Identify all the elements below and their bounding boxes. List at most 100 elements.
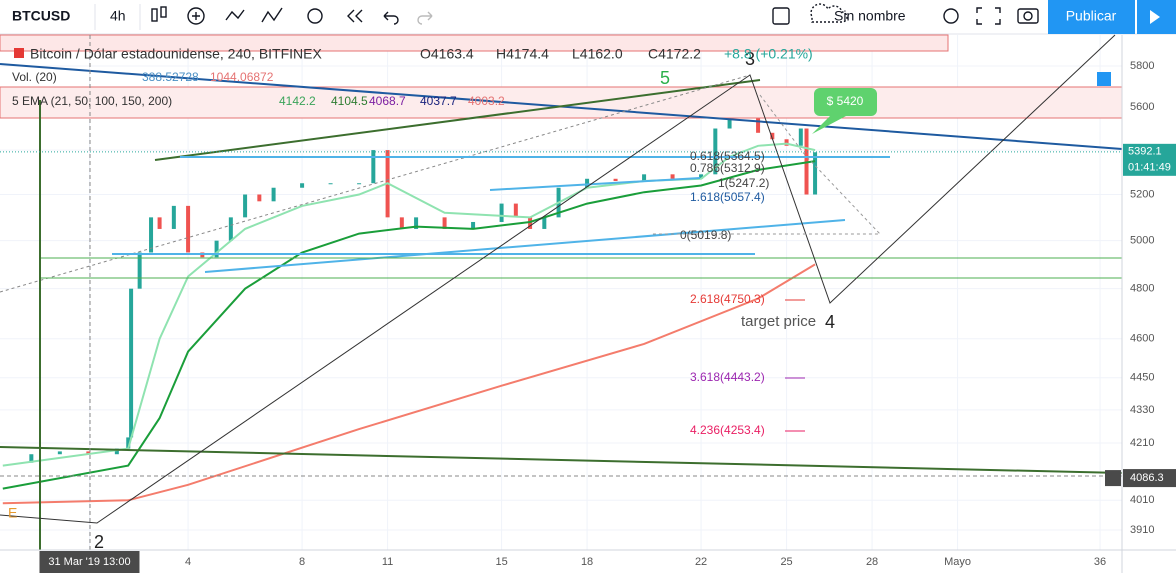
fib-label: 0.618(5364.5) — [690, 149, 765, 163]
wave-label: 2 — [94, 532, 104, 552]
candle — [613, 178, 618, 182]
candle — [171, 205, 176, 229]
ohlc-low: L4162.0 — [572, 46, 623, 62]
alert-icon[interactable] — [307, 8, 323, 24]
indicators-icon[interactable] — [187, 7, 205, 25]
y-tick-label: 5000 — [1130, 235, 1154, 247]
ema-line — [2, 160, 816, 490]
y-tick-label: 5800 — [1130, 60, 1154, 72]
cloud-icon — [810, 3, 848, 23]
ema-value: 4003.2 — [468, 94, 505, 108]
time-cursor-bg — [39, 551, 140, 573]
candle — [414, 217, 419, 229]
candle — [149, 217, 154, 253]
wave-label: 5 — [660, 68, 670, 88]
crosshair-tag — [1123, 469, 1176, 488]
sync-icon[interactable] — [1097, 72, 1111, 86]
volume-label: Vol. (20) — [12, 70, 57, 84]
candle — [670, 174, 675, 179]
y-tick-label: 4600 — [1130, 333, 1154, 345]
candle — [137, 252, 142, 289]
candle — [784, 139, 789, 146]
settings-icon[interactable] — [943, 8, 959, 24]
layout-name[interactable]: Sin nombre — [834, 8, 906, 24]
publish-label[interactable]: Publicar — [1066, 8, 1117, 24]
x-tick-label: 4 — [185, 556, 191, 568]
countdown-label: 01:41:49 — [1128, 162, 1171, 174]
snapshot-icon[interactable] — [1017, 8, 1039, 24]
candle — [442, 217, 447, 229]
x-tick-label: 25 — [780, 556, 792, 568]
fullscreen-box[interactable] — [772, 7, 790, 25]
channel — [204, 219, 846, 273]
legend: Bitcoin / Dólar estadounidense, 240, BIT… — [12, 46, 813, 108]
undo-icon[interactable] — [383, 11, 399, 25]
ohlc-change: +8.8 (+0.21%) — [724, 46, 813, 62]
candles-icon[interactable] — [151, 8, 158, 22]
candle — [371, 150, 376, 184]
ohlc-open: O4163.4 — [420, 46, 474, 62]
candle — [798, 128, 803, 146]
ema-value: 4068.7 — [369, 94, 406, 108]
fib-label: 4.236(4253.4) — [690, 423, 765, 437]
symbol[interactable]: BTCUSD — [12, 8, 70, 24]
fib-label: 1.618(5057.4) — [690, 190, 765, 204]
x-tick-label: 8 — [299, 556, 305, 568]
candle — [114, 448, 119, 455]
play-icon — [1150, 10, 1160, 24]
candle — [300, 183, 305, 188]
candle — [528, 217, 533, 229]
candle — [585, 178, 590, 188]
replay-icon[interactable] — [347, 9, 363, 23]
candle — [186, 205, 191, 253]
candle — [328, 183, 333, 185]
x-tick-label: 28 — [866, 556, 878, 568]
x-tick-label: Mayo — [944, 556, 971, 568]
marker: E — [8, 505, 17, 521]
redo-icon[interactable] — [417, 11, 433, 25]
candle — [499, 203, 504, 222]
ema-line — [2, 142, 816, 467]
x-tick-label: 15 — [495, 556, 507, 568]
y-tick-label: 4330 — [1130, 404, 1154, 416]
candle — [157, 217, 162, 229]
fib-label: 2.618(4750.3) — [690, 292, 765, 306]
candle — [713, 128, 718, 175]
templates-icon[interactable] — [261, 7, 283, 23]
candle — [357, 183, 362, 185]
x-tick-label: 11 — [382, 556, 393, 568]
last-price-label: 5392.1 — [1128, 146, 1162, 158]
fib-shape — [650, 94, 882, 235]
toolbar-bg — [0, 0, 1176, 34]
expand-icon[interactable] — [976, 7, 1001, 25]
x-tick-label: 22 — [695, 556, 707, 568]
candle — [271, 187, 276, 202]
elliott-wave — [0, 34, 1116, 524]
candle — [57, 451, 62, 455]
compare-icon[interactable] — [225, 9, 245, 21]
publish-button[interactable] — [1048, 0, 1135, 34]
interval[interactable]: 4h — [110, 8, 126, 24]
annotations: 5 3 4 2 E $ 5420 target price 0.618(5364… — [8, 49, 864, 552]
crosshair-label: 4086.3 — [1130, 472, 1164, 484]
ema-value: 4142.2 — [279, 94, 316, 108]
ema-value: 4104.5 — [331, 94, 368, 108]
y-tick-label: 3910 — [1130, 524, 1154, 536]
ema-line — [2, 263, 816, 505]
candle — [699, 174, 704, 179]
ohlc-close: C4172.2 — [648, 46, 701, 62]
target-label: target price — [741, 313, 816, 330]
candle — [513, 203, 518, 218]
alert-band — [0, 34, 949, 52]
channel — [489, 177, 701, 191]
legend-title: Bitcoin / Dólar estadounidense, 240, BIT… — [30, 46, 322, 62]
last-price-tag — [1123, 143, 1176, 176]
ema-label: 5 EMA (21, 50, 100, 150, 200) — [12, 94, 172, 108]
candle — [243, 194, 248, 218]
dashed-line — [0, 74, 751, 293]
add-button[interactable] — [1105, 470, 1121, 487]
wave-label: 4 — [825, 312, 835, 332]
callout-text: $ 5420 — [827, 94, 864, 108]
trendline — [154, 79, 761, 161]
